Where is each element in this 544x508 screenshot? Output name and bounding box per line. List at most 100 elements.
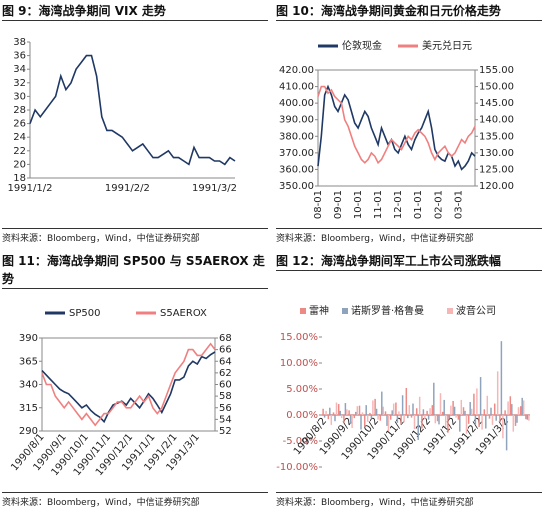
y2-tick-label: 58 xyxy=(219,391,232,402)
y-tick-label: 410.00 xyxy=(279,82,314,93)
bar xyxy=(372,400,374,415)
y-tick-label: 5.00% xyxy=(286,384,318,395)
source: 资料来源：Bloomberg，Wind，中信证券研究部 xyxy=(276,492,542,508)
bar xyxy=(387,415,390,432)
legend-swatch xyxy=(447,308,453,314)
bar xyxy=(369,412,371,415)
y2-tick-label: 120.00 xyxy=(479,181,514,192)
y-tick-label: 315 xyxy=(19,403,38,414)
y-tick-label: 400.00 xyxy=(279,98,314,109)
bar xyxy=(464,410,466,415)
bar xyxy=(452,400,454,415)
bar xyxy=(448,415,451,419)
bar xyxy=(417,415,419,440)
bar xyxy=(379,415,382,421)
x-tick-label: 08-01 xyxy=(313,190,324,219)
bar xyxy=(349,415,352,424)
bar xyxy=(410,415,413,418)
y-tick-label: 350.00 xyxy=(279,181,314,192)
bar xyxy=(351,415,353,428)
source: 资料来源：Bloomberg，Wind，中信证券研究部 xyxy=(276,228,542,244)
bar xyxy=(323,415,326,418)
bar xyxy=(403,415,405,423)
y-tick-label: 20 xyxy=(13,159,26,170)
y-tick-label: 26 xyxy=(13,119,26,130)
bar xyxy=(470,408,473,415)
bar xyxy=(361,412,364,415)
bar xyxy=(386,415,388,426)
bar xyxy=(509,396,512,415)
bar xyxy=(407,415,409,419)
y-tick-label: 32 xyxy=(13,78,26,89)
bar xyxy=(366,415,369,422)
bar xyxy=(525,415,527,420)
y-tick-label: 390.00 xyxy=(279,115,314,126)
y2-tick-label: 68 xyxy=(219,333,232,344)
bar xyxy=(433,382,435,415)
bar xyxy=(391,410,393,415)
bar xyxy=(514,415,517,426)
bar xyxy=(467,415,470,424)
bar xyxy=(457,415,460,420)
bar xyxy=(459,415,461,432)
y2-tick-label: 62 xyxy=(219,368,232,379)
bar xyxy=(421,415,423,429)
y-tick-label: 390 xyxy=(19,333,38,344)
bar xyxy=(502,415,504,439)
bar xyxy=(441,411,444,415)
bar xyxy=(453,406,456,415)
bar xyxy=(325,410,327,415)
bar xyxy=(522,400,525,415)
bar xyxy=(429,408,431,415)
bar xyxy=(360,415,362,430)
y-tick-label: 365 xyxy=(19,356,38,367)
bar xyxy=(329,407,331,415)
x-tick-label: 1991/3/2 xyxy=(192,183,237,194)
y-tick-label: 38 xyxy=(13,37,26,48)
bar xyxy=(481,415,483,430)
bar xyxy=(422,409,425,415)
bar xyxy=(439,393,442,415)
chart-title: 图 12：海湾战争期间军工上市公司涨跌幅 xyxy=(276,252,542,271)
plot-frame xyxy=(41,337,216,432)
bar xyxy=(392,403,395,415)
chart-title: 图 9：海湾战争期间 VIX 走势 xyxy=(2,2,268,21)
series-line xyxy=(29,54,236,166)
bar xyxy=(499,415,501,423)
bar xyxy=(500,341,503,415)
y-tick-label: 290 xyxy=(19,426,38,437)
bar xyxy=(395,402,397,415)
bar xyxy=(340,415,343,419)
legend-label: S5AEROX xyxy=(160,308,207,319)
bar xyxy=(374,398,376,415)
bar xyxy=(431,405,434,415)
y2-tick-label: 145.00 xyxy=(479,98,514,109)
bar xyxy=(444,415,447,427)
y-tick-label: 370.00 xyxy=(279,148,314,159)
legend-swatch xyxy=(342,308,348,314)
y-tick-label: -5.00% xyxy=(283,436,318,447)
bar xyxy=(485,415,487,429)
bar xyxy=(396,415,399,423)
bar xyxy=(424,415,426,420)
bar xyxy=(447,415,449,433)
bar xyxy=(400,415,402,425)
series-line xyxy=(41,351,216,424)
bar xyxy=(335,402,338,415)
legend-label: SP500 xyxy=(69,308,100,319)
bar xyxy=(465,415,468,434)
chart-title: 图 10：海湾战争期间黄金和日元价格走势 xyxy=(276,2,542,21)
legend-swatch xyxy=(300,308,306,314)
x-tick-label: 02-01 xyxy=(433,190,444,219)
y2-tick-label: 125.00 xyxy=(479,164,514,175)
bar xyxy=(504,410,506,415)
bar xyxy=(455,415,457,418)
bar xyxy=(408,405,411,415)
y2-tick-label: 64 xyxy=(219,356,232,367)
bar xyxy=(415,408,418,415)
bar xyxy=(507,401,509,415)
bar xyxy=(516,415,518,423)
y-tick-label: 15.00% xyxy=(280,332,318,343)
bar xyxy=(491,415,494,425)
